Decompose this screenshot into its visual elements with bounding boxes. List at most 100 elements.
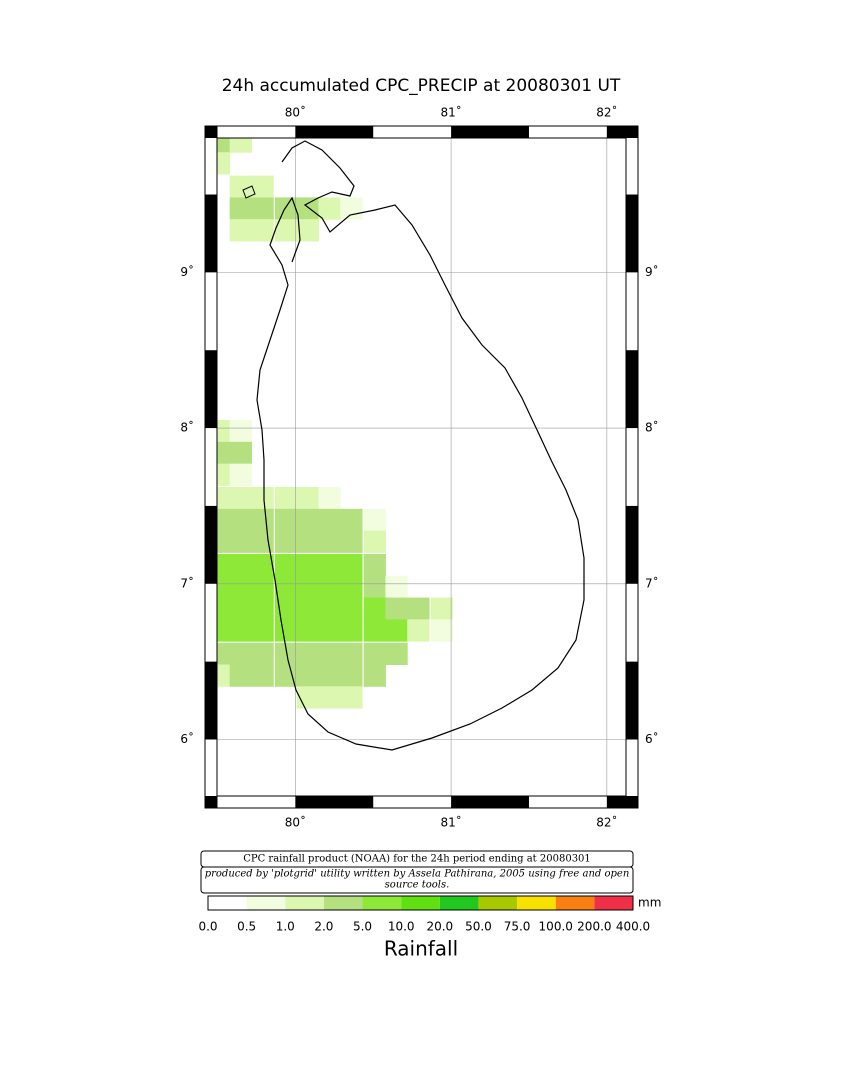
rain-cell — [340, 664, 363, 687]
legend-swatch — [246, 896, 286, 910]
rain-cell — [229, 487, 252, 510]
frame-band — [626, 194, 638, 273]
lat-tick-label: 7˚ — [180, 575, 194, 590]
legend-label: 1.0 — [276, 920, 295, 934]
rain-cell — [385, 575, 408, 599]
rain-cell — [318, 664, 341, 687]
legend-label: 50.0 — [465, 920, 492, 934]
rain-cell — [251, 197, 274, 220]
rain-cell — [251, 597, 274, 620]
rain-cell — [385, 619, 408, 642]
rain-cells — [207, 130, 453, 709]
frame-band — [205, 350, 217, 429]
legend-label: 400.0 — [616, 920, 650, 934]
rain-cell — [318, 575, 341, 599]
frame-band — [606, 796, 638, 808]
note: produced by 'plotgrid' utility written b… — [205, 869, 630, 880]
rain-cell — [229, 219, 252, 242]
rain-cell — [251, 664, 274, 687]
rain-cell — [430, 597, 453, 620]
rain-cell — [251, 619, 274, 642]
rain-cell — [274, 575, 298, 599]
rain-cell — [385, 597, 408, 620]
rain-cell — [229, 642, 252, 665]
rain-cell — [251, 642, 274, 665]
rain-cell — [363, 553, 386, 577]
rain-cell — [274, 508, 298, 532]
rain-cell — [274, 619, 298, 642]
rain-cell — [251, 219, 274, 242]
rain-cell — [296, 530, 319, 553]
rain-cell — [274, 530, 298, 553]
lat-tick-label: 6˚ — [180, 731, 194, 746]
frame-band — [295, 126, 374, 138]
rain-cell — [340, 197, 363, 220]
rain-cell — [340, 642, 363, 665]
lon-tick-label: 81˚ — [440, 815, 461, 830]
rain-cell — [229, 530, 252, 553]
rain-cell — [318, 597, 341, 620]
frame-band — [205, 505, 217, 584]
rain-cell — [251, 575, 274, 599]
legend-swatch — [401, 896, 440, 910]
rain-cell — [318, 508, 341, 532]
rain-cell — [296, 619, 319, 642]
rain-cell — [407, 597, 430, 620]
legend-label: 10.0 — [388, 920, 415, 934]
rain-cell — [229, 420, 252, 443]
frame-band — [205, 661, 217, 740]
rain-cell — [363, 508, 386, 532]
rain-cell — [318, 619, 341, 642]
frame-bands — [204, 125, 639, 809]
lat-tick-label: 7˚ — [645, 575, 659, 590]
rain-cell — [229, 575, 252, 599]
frame-band — [205, 126, 218, 138]
note-box — [200, 866, 634, 894]
legend-label: 2.0 — [314, 920, 333, 934]
rain-cell — [340, 553, 363, 577]
rain-cell — [340, 686, 363, 709]
legend: 0.0 0.5 1.0 2.0 5.0 10.0 20.0 50.0 75.0 100.0 200.… — [198, 895, 650, 934]
rain-cell — [229, 553, 252, 577]
rain-cell — [296, 487, 319, 510]
legend-swatch — [285, 896, 324, 910]
frame-band — [451, 126, 529, 138]
lon-tick-label: 82˚ — [596, 815, 617, 830]
lat-tick-label: 8˚ — [180, 420, 194, 435]
frame-band — [204, 795, 639, 809]
lat-tick-label: 6˚ — [645, 731, 659, 746]
rain-cell — [296, 642, 319, 665]
rain-cell — [229, 619, 252, 642]
rain-cell — [430, 619, 453, 642]
lon-tick-label: 80˚ — [285, 105, 306, 120]
legend-label: 200.0 — [577, 920, 611, 934]
legend-label: 5.0 — [353, 920, 372, 934]
rain-cell — [318, 642, 341, 665]
rain-cell — [229, 508, 252, 532]
lon-tick-label: 81˚ — [440, 105, 461, 120]
lat-tick-label: 9˚ — [645, 264, 659, 279]
legend-title: Rainfall — [384, 937, 458, 961]
rain-cell — [274, 553, 298, 577]
rain-cell — [251, 508, 274, 532]
frame-band — [626, 661, 638, 740]
lat-tick-label: 8˚ — [645, 420, 659, 435]
rain-cell — [296, 197, 319, 220]
lon-tick-label: 82˚ — [596, 105, 617, 120]
rain-cell — [229, 463, 252, 486]
rain-cell — [340, 597, 363, 620]
rain-cell — [340, 575, 363, 599]
rain-cell — [385, 642, 408, 665]
rain-cell — [318, 686, 341, 709]
rain-cell — [296, 597, 319, 620]
rain-cell — [274, 197, 298, 220]
rain-cell — [340, 508, 363, 532]
legend-swatch — [208, 896, 247, 910]
rain-cell — [296, 664, 319, 687]
legend-label: 100.0 — [539, 920, 573, 934]
rain-cell — [318, 487, 341, 510]
legend-label: 20.0 — [426, 920, 453, 934]
legend-label: 0.0 — [198, 920, 217, 934]
rain-cell — [363, 664, 386, 687]
